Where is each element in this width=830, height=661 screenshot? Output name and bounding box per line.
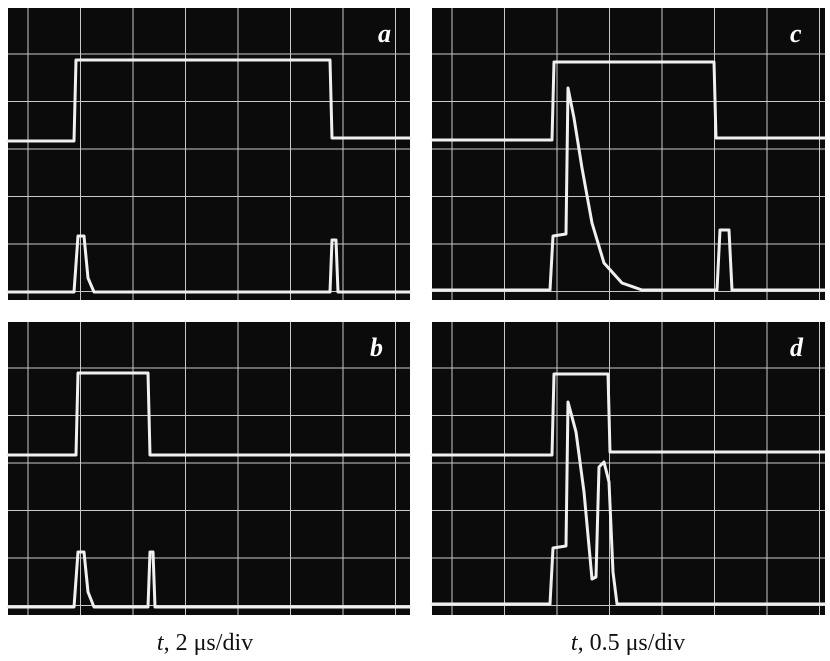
- caption: t, 2 μs/div: [157, 630, 253, 656]
- grid: [8, 322, 410, 615]
- panel-a: a: [8, 8, 410, 300]
- panel-label: a: [378, 19, 391, 48]
- caption-scale: , 0.5 μs/div: [578, 630, 686, 656]
- figure: a b c d t, 2 μs/div t, 0.5 μs/div: [0, 0, 830, 661]
- grid: [8, 8, 410, 300]
- panel-b: b: [8, 322, 410, 615]
- panel-d: d: [432, 322, 825, 615]
- grid: [432, 8, 825, 300]
- figure-canvas: a b c d t, 2 μs/div t, 0.5 μs/div: [0, 0, 830, 661]
- caption-scale: , 2 μs/div: [164, 630, 254, 656]
- panel-label: d: [790, 333, 804, 362]
- panel-label: b: [370, 333, 383, 362]
- caption: t, 0.5 μs/div: [571, 630, 685, 656]
- panel-label: c: [790, 19, 802, 48]
- panel-c: c: [432, 8, 825, 300]
- grid: [432, 322, 825, 615]
